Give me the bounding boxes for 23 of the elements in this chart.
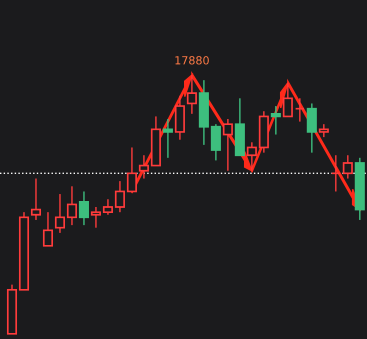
candlestick: [102, 198, 113, 216]
candlestick: [342, 154, 353, 180]
candlestick: [270, 105, 281, 136]
annotation: 17880: [175, 56, 209, 65]
candlestick: [306, 102, 317, 154]
candlestick: [318, 123, 329, 138]
candlestick: [66, 186, 77, 226]
candlestick: [162, 118, 173, 159]
candlestick: [210, 123, 221, 162]
candlestick: [186, 75, 197, 115]
candlestick: [126, 146, 137, 192]
candlestick: [78, 190, 89, 226]
candlestick: [90, 206, 101, 228]
candlestick: [282, 82, 293, 118]
candlestick: [330, 154, 341, 192]
candlestick: [114, 180, 125, 213]
candlestick: [294, 98, 305, 122]
candlestick: [42, 211, 54, 247]
candlestick: [246, 142, 257, 172]
candlestick: [222, 118, 233, 172]
candlestick: [54, 193, 65, 234]
candlestick: [138, 154, 149, 180]
candlestick: [30, 178, 42, 221]
